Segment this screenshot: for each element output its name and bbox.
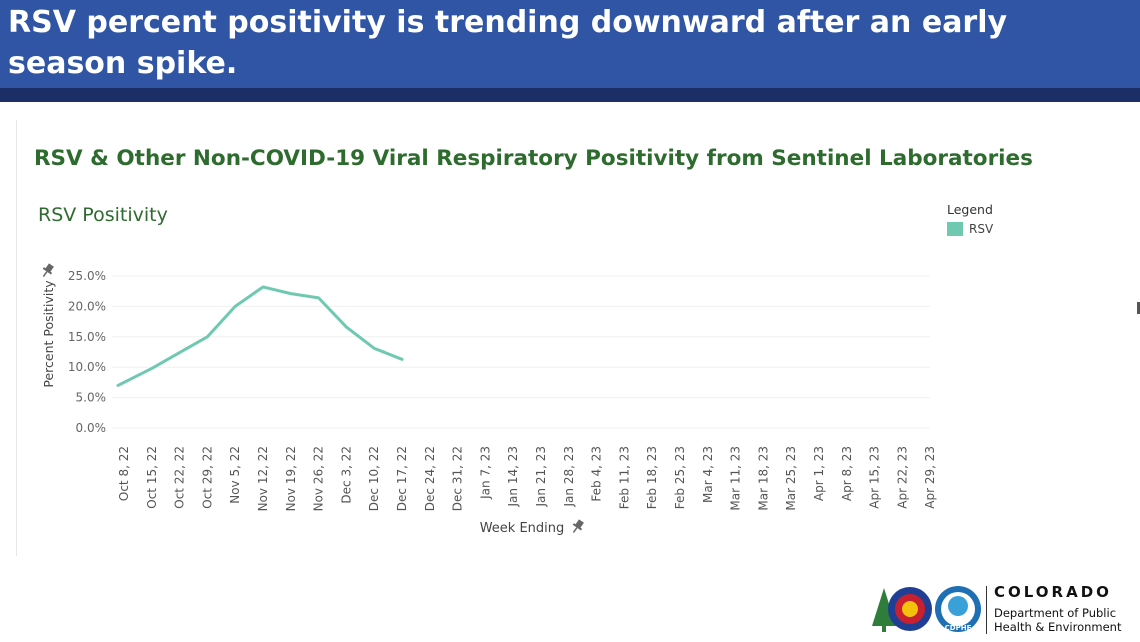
x-tick-label: Jan 21, 23 [534, 446, 548, 507]
x-tick-label: Oct 29, 22 [200, 446, 214, 509]
x-tick-label: Nov 26, 22 [312, 446, 326, 511]
logo-text: CDPHE [945, 624, 972, 632]
x-tick-label: Mar 18, 23 [756, 446, 770, 511]
y-axis-label: Percent Positivity [41, 280, 56, 388]
x-tick-label: Mar 4, 23 [701, 446, 715, 503]
x-tick-label: Apr 8, 23 [840, 446, 854, 501]
series-line-rsv[interactable] [118, 287, 402, 385]
x-axis-label: Week Ending [480, 521, 565, 536]
grid-lines [112, 276, 930, 428]
x-tick-label: Dec 17, 22 [395, 446, 409, 511]
x-tick-label: Mar 11, 23 [729, 446, 743, 511]
x-tick-label: Apr 29, 23 [923, 446, 937, 509]
x-tick-label: Nov 19, 22 [284, 446, 298, 511]
x-tick-label: Apr 1, 23 [812, 446, 826, 501]
pin-icon[interactable] [39, 262, 55, 279]
x-tick-label: Apr 22, 23 [895, 446, 909, 509]
x-tick-label: Dec 3, 22 [339, 446, 353, 504]
y-tick-label: 25.0% [68, 269, 106, 283]
department-name: Department of Public Health & Environmen… [994, 606, 1139, 634]
y-tick-label: 10.0% [68, 360, 106, 374]
y-tick-label: 0.0% [76, 421, 107, 435]
y-tick-labels: 0.0% 5.0% 10.0% 15.0% 20.0% 25.0% [68, 269, 106, 435]
x-tick-label: Feb 25, 23 [673, 446, 687, 509]
x-tick-label: Nov 5, 22 [228, 446, 242, 504]
x-tick-label: Jan 7, 23 [478, 446, 492, 500]
x-tick-label: Feb 4, 23 [590, 446, 604, 502]
state-name: COLORADO [994, 583, 1112, 601]
x-tick-label: Nov 12, 22 [256, 446, 270, 511]
colorado-logo-icon: CDPHE [870, 582, 992, 638]
y-tick-label: 5.0% [76, 391, 107, 405]
x-tick-label: Oct 8, 22 [117, 446, 131, 501]
x-tick-label: Jan 28, 23 [562, 446, 576, 507]
pin-icon[interactable] [569, 518, 585, 535]
x-tick-label: Feb 11, 23 [617, 446, 631, 509]
x-tick-label: Jan 14, 23 [506, 446, 520, 507]
x-tick-labels: Oct 8, 22 Oct 15, 22 Oct 22, 22 Oct 29, 22 N… [117, 446, 937, 511]
x-tick-label: Oct 22, 22 [173, 446, 187, 509]
y-tick-label: 20.0% [68, 299, 106, 313]
x-tick-label: Dec 10, 22 [367, 446, 381, 511]
x-tick-label: Dec 31, 22 [451, 446, 465, 511]
x-tick-label: Oct 15, 22 [145, 446, 159, 509]
x-tick-label: Apr 15, 23 [868, 446, 882, 509]
x-tick-label: Mar 25, 23 [784, 446, 798, 511]
logo-divider [986, 586, 987, 634]
x-tick-label: Dec 24, 22 [423, 446, 437, 511]
x-tick-label: Feb 18, 23 [645, 446, 659, 509]
y-tick-label: 15.0% [68, 330, 106, 344]
